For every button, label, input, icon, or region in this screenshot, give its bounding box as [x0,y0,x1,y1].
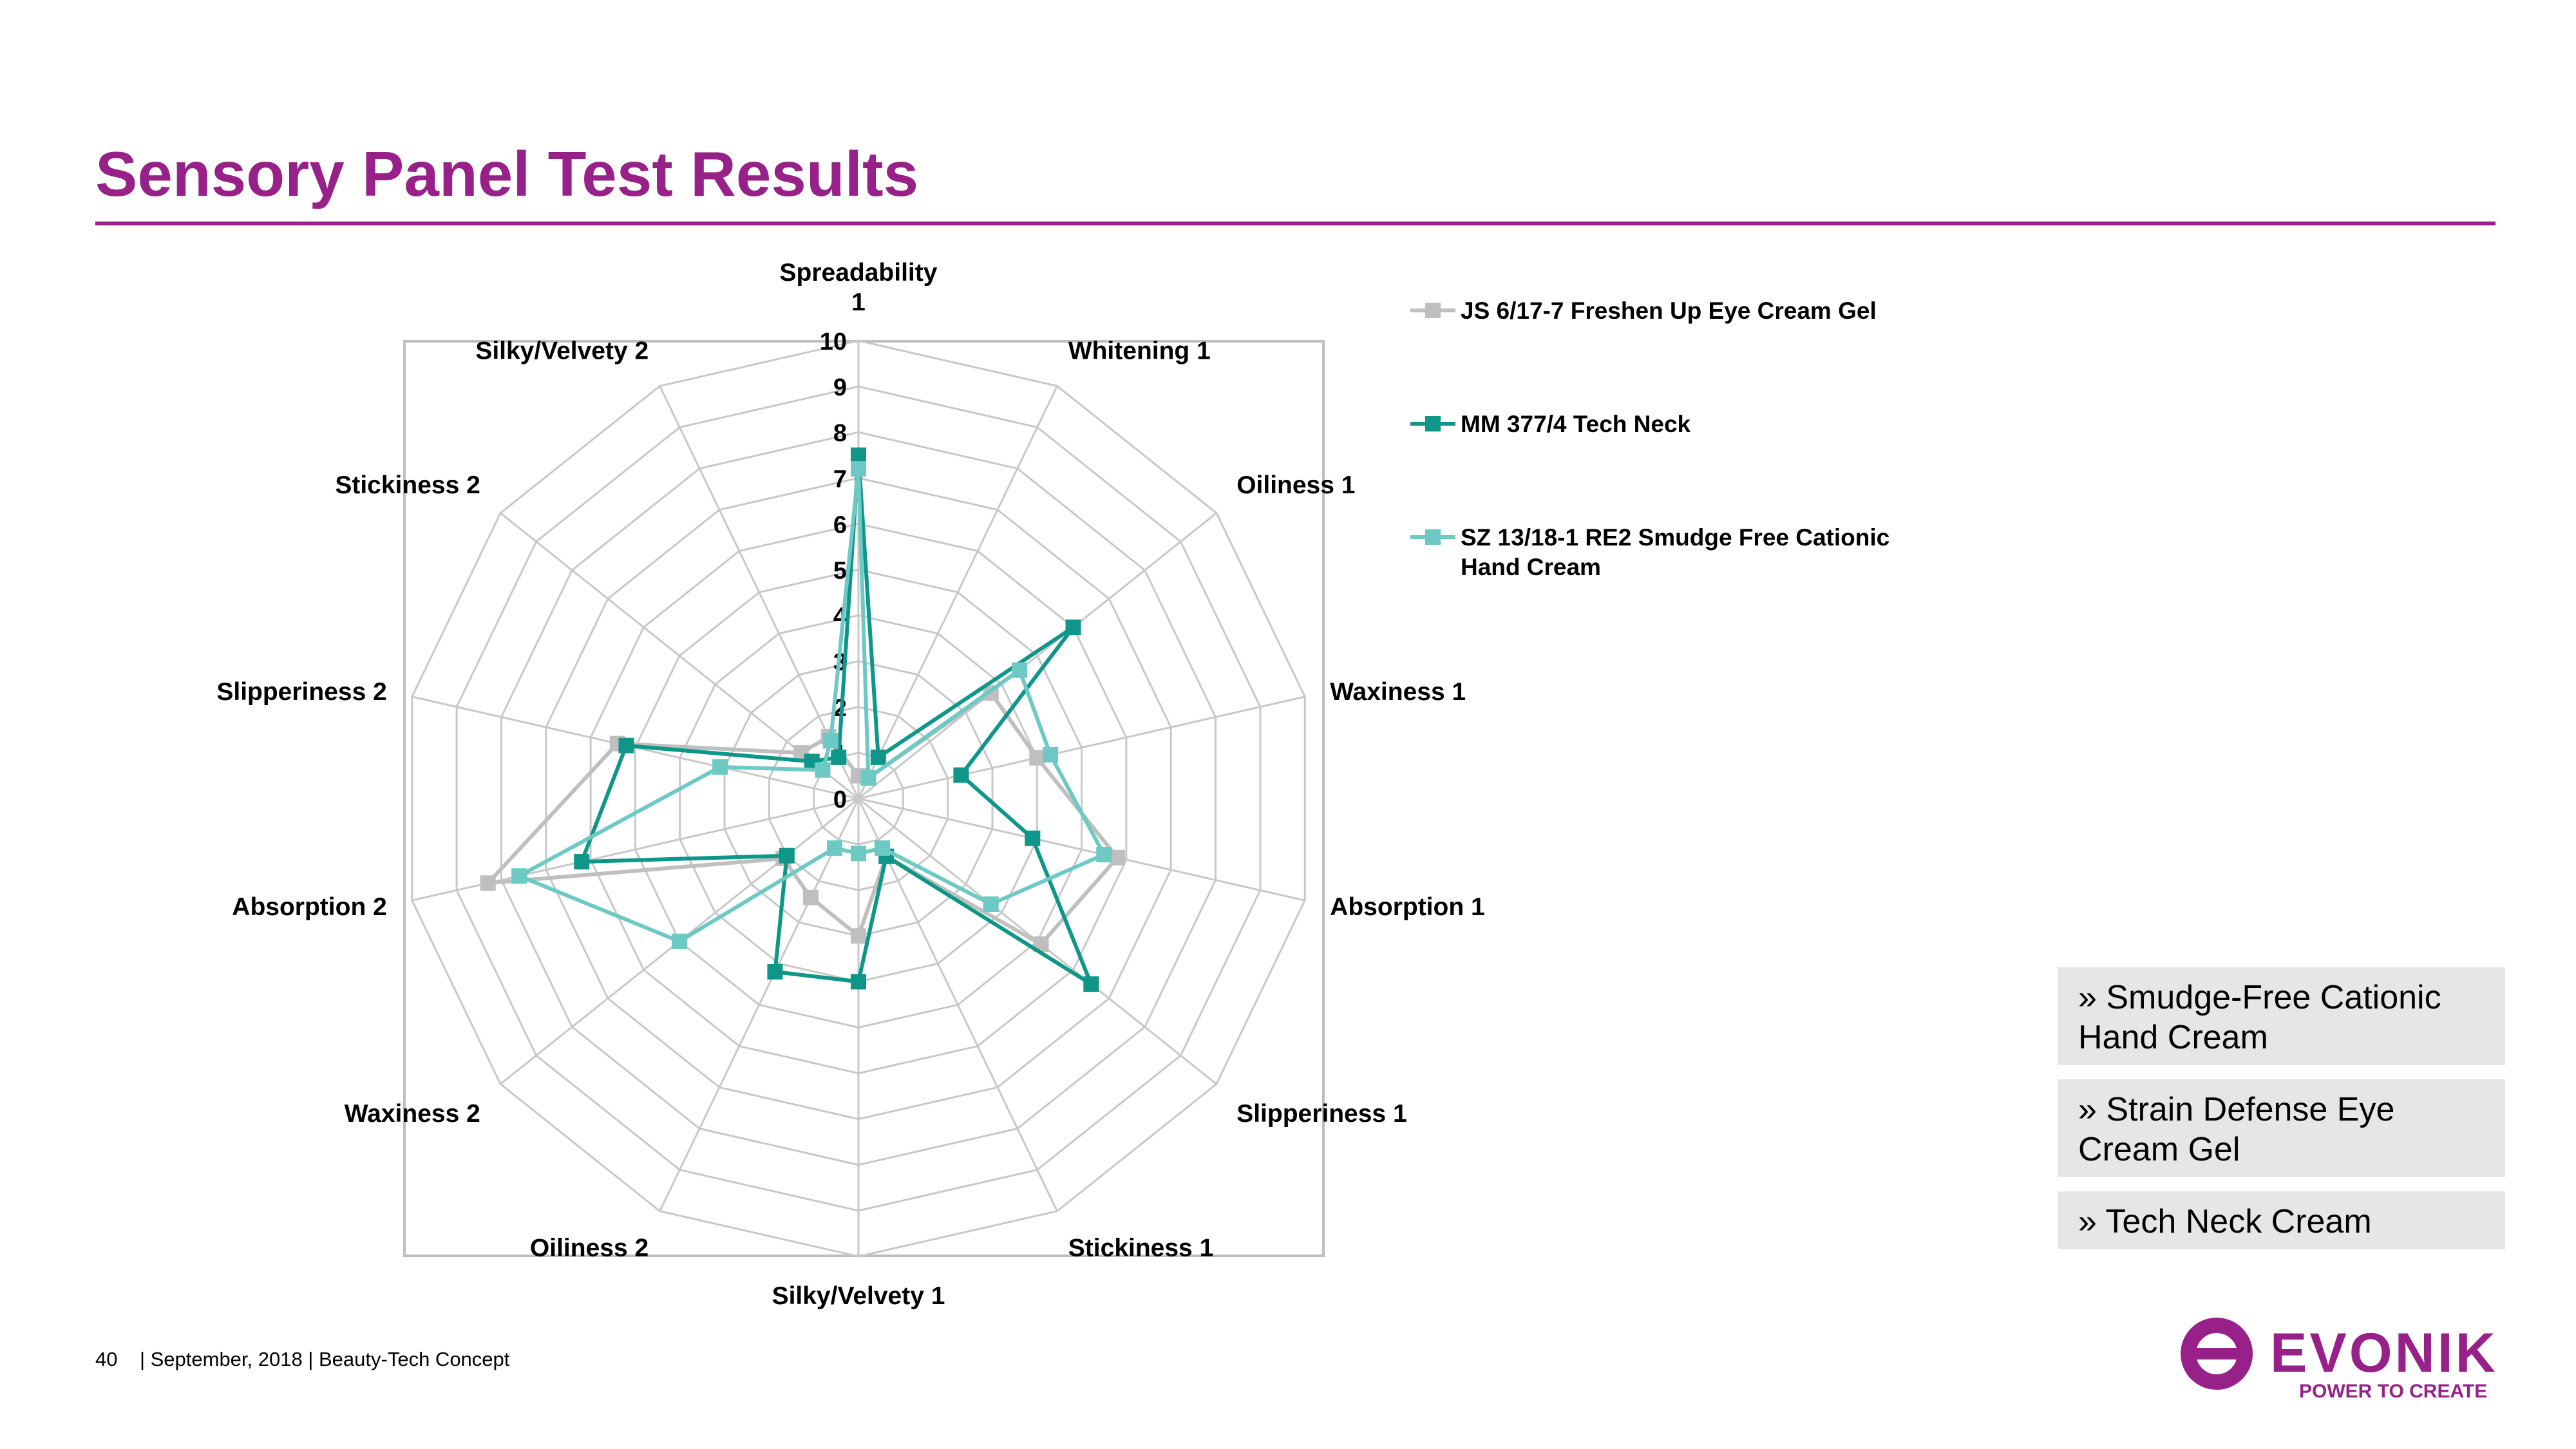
data-point [779,848,795,864]
data-point [827,840,842,856]
category-label: Whitening 1 [1068,337,1211,365]
series-group [511,461,1112,949]
data-point [851,974,866,990]
radar-series [480,447,1125,992]
radar-grid [411,339,1306,1258]
radial-tick-label: 7 [833,466,847,493]
legend-item: SZ 13/18-1 RE2 Smudge Free Cationic Hand … [1410,524,1889,580]
page-title: Sensory Panel Test Results [95,138,919,209]
chart-legend: JS 6/17-7 Freshen Up Eye Cream Gel MM 377… [1410,298,1889,580]
category-label: Waxiness 2 [345,1100,480,1128]
category-label: Stickiness 1 [1068,1235,1213,1262]
grid-spoke [858,797,1305,902]
data-point [822,733,838,749]
series-group [574,447,1099,992]
data-point [870,749,886,765]
data-point [1065,620,1081,635]
category-label: Silky/Velvety 2 [475,337,649,365]
radial-tick-label: 8 [833,420,847,447]
footer-text: | September, 2018 | Beauty-Tech Concept [139,1348,510,1370]
data-point [618,737,634,753]
data-point [1029,750,1045,766]
evonik-logo-wordmark: EVONIK [2270,1322,2498,1384]
grid-spoke [858,696,1305,800]
data-point [511,868,527,884]
data-point [1043,747,1059,762]
callout-smudge-free: » Smudge-Free Cationic Hand Cream [2058,967,2505,1065]
category-label: Oiliness 2 [530,1235,649,1262]
category-label: Absorption 1 [1330,893,1485,921]
legend-item: MM 377/4 Tech Neck [1410,411,1691,437]
radial-tick-label: 6 [833,511,847,538]
data-point [983,896,999,912]
data-point [851,447,866,463]
callout-tech-neck: » Tech Neck Cream [2058,1191,2505,1249]
evonik-logo: EVONIK POWER TO CREATE [2181,1318,2498,1402]
data-point [1025,830,1041,846]
legend-label: JS 6/17-7 Freshen Up Eye Cream Gel [1461,298,1877,324]
footer-page-number: 40 [95,1348,118,1370]
data-point [815,762,831,778]
data-point [1012,662,1028,678]
data-point [767,964,783,980]
data-point [480,875,496,891]
legend-label: MM 377/4 Tech Neck [1461,411,1691,437]
callout-strain-defense: » Strain Defense Eye Cream Gel [2058,1079,2505,1177]
category-label: Oiliness 1 [1236,471,1355,499]
grid-spoke [857,385,1058,799]
grid-spoke [858,512,1217,800]
data-point [1096,847,1112,862]
series-group [480,685,1125,952]
data-point [712,759,728,775]
data-point [851,846,866,862]
category-label: Absorption 2 [232,893,387,921]
data-point [875,840,890,856]
legend-marker [1425,529,1441,545]
radial-tick-label: 0 [833,786,847,813]
legend-label: SZ 13/18-1 RE2 Smudge Free Cationic Hand … [1461,524,1889,580]
radial-tick-label: 10 [820,328,847,355]
data-point [860,770,876,786]
grid-spoke [659,798,860,1212]
data-point [803,889,819,905]
grid-spoke [857,798,1058,1212]
data-point [953,767,969,783]
evonik-logo-mark [2181,1318,2253,1390]
data-point [574,854,590,870]
legend-marker [1425,303,1441,318]
legend-marker [1425,416,1441,431]
category-label: Stickiness 2 [335,471,480,499]
category-label: Slipperiness 2 [216,678,386,706]
category-label: Silky/Velvety 1 [772,1282,945,1310]
radial-tick-label: 9 [833,374,847,401]
data-point [831,749,847,765]
legend-item: JS 6/17-7 Freshen Up Eye Cream Gel [1410,298,1877,324]
category-label: Spreadability 1 [780,259,938,316]
category-labels: Spreadability 1 Whitening 1 Oiliness 1 Waxin… [216,259,1484,1310]
data-point [1083,976,1099,992]
title-divider [95,222,2496,225]
data-point [672,933,688,949]
category-label: Slipperiness 1 [1236,1100,1406,1128]
footer: 40 | September, 2018 | Beauty-Tech Conce… [95,1348,509,1371]
data-point [1110,849,1125,866]
data-point [851,461,866,477]
data-point [851,928,866,944]
radial-tick-label: 5 [833,558,847,585]
evonik-logo-tagline: POWER TO CREATE [2299,1381,2487,1402]
category-label: Waxiness 1 [1330,678,1466,706]
